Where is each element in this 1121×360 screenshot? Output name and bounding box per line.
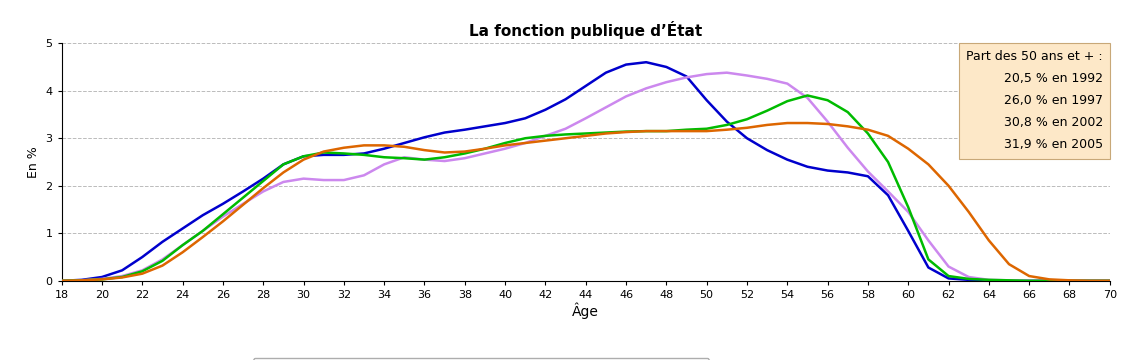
Title: La fonction publique d’État: La fonction publique d’État (469, 21, 703, 39)
Text: Part des 50 ans et + :
20,5 % en 1992
26,0 % en 1997
30,8 % en 2002
31,9 % en 20: Part des 50 ans et + : 20,5 % en 1992 26… (966, 50, 1103, 151)
Y-axis label: En %: En % (27, 146, 40, 178)
Legend: 1992, 1997, 2002, 2005: 1992, 1997, 2002, 2005 (252, 358, 710, 360)
X-axis label: Âge: Âge (573, 303, 599, 319)
